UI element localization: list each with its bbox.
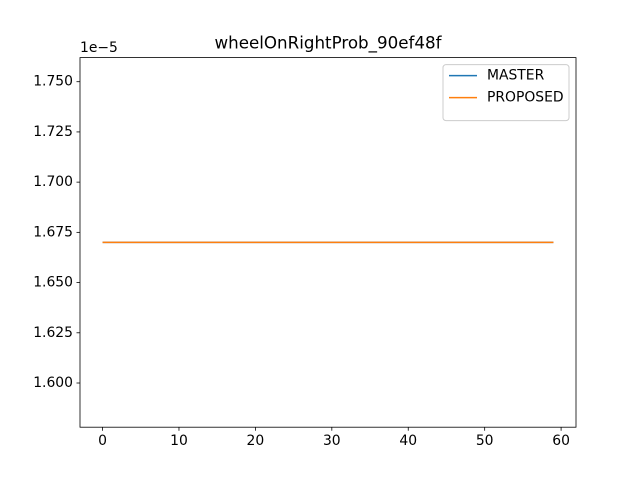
chart-title: wheelOnRightProb_90ef48f [215,33,443,54]
x-tick-label: 60 [552,433,570,449]
legend-label: PROPOSED [487,90,564,106]
y-offset-text: 1e−5 [80,40,118,56]
x-tick-label: 40 [399,433,417,449]
axes-frame [79,57,577,428]
y-tick-label: 1.600 [33,375,73,391]
y-tick-label: 1.650 [33,275,73,291]
y-tick-label: 1.700 [33,174,73,190]
x-tick-label: 30 [323,433,341,449]
legend-label: MASTER [487,68,545,84]
x-tick-label: 10 [170,433,188,449]
legend-box [442,64,570,122]
y-tick-label: 1.625 [33,325,73,341]
x-tick-label: 20 [247,433,265,449]
y-tick-label: 1.750 [33,74,73,90]
x-tick-label: 50 [476,433,494,449]
y-tick-label: 1.725 [33,124,73,140]
y-tick-label: 1.675 [33,224,73,240]
x-tick-label: 0 [98,433,107,449]
